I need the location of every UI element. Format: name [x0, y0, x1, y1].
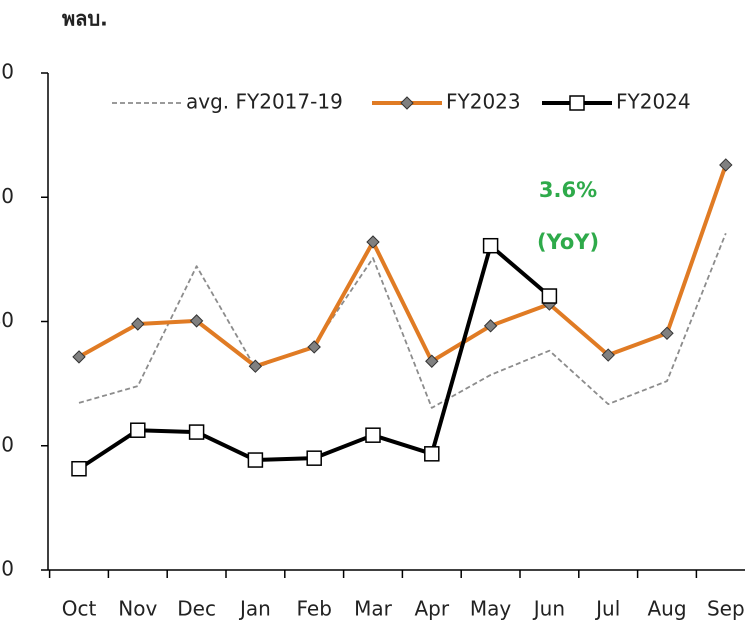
- x-tick-label: Mar: [354, 597, 393, 621]
- x-tick-label: Sep: [707, 597, 745, 621]
- annotation: (YoY): [537, 230, 599, 254]
- legend-label: avg. FY2017-19: [186, 90, 343, 114]
- legend-label: FY2024: [616, 90, 691, 114]
- y-tick-label: 80: [0, 60, 14, 84]
- marker: [307, 340, 321, 354]
- marker: [130, 422, 146, 438]
- marker: [306, 450, 322, 466]
- marker: [719, 158, 733, 172]
- marker: [72, 350, 86, 364]
- x-tick-label: Dec: [177, 597, 216, 621]
- marker: [425, 354, 439, 368]
- series-line: [77, 243, 551, 471]
- marker: [247, 452, 264, 468]
- marker: [248, 359, 263, 373]
- x-tick-label: Oct: [62, 597, 97, 621]
- x-tick-label: Aug: [647, 597, 686, 621]
- x-tick-label: Jul: [594, 597, 620, 621]
- y-tick-label: 40: [0, 308, 14, 332]
- x-tick-label: Feb: [296, 597, 331, 621]
- marker: [71, 460, 87, 477]
- x-tick-label: May: [470, 597, 512, 621]
- series-line: [78, 164, 728, 369]
- x-tick-label: Nov: [118, 597, 157, 621]
- x-tick-label: Jan: [238, 597, 271, 621]
- series-line: [78, 232, 727, 409]
- x-tick-label: Jun: [532, 597, 565, 621]
- annotation: 3.6%: [539, 178, 597, 202]
- marker: [541, 288, 558, 304]
- legend-marker: [400, 96, 414, 110]
- marker: [601, 348, 615, 362]
- marker: [482, 237, 499, 254]
- legend-marker: [569, 95, 585, 111]
- marker: [365, 427, 381, 443]
- marker: [188, 424, 205, 440]
- y-tick-label: 0: [1, 557, 14, 581]
- marker: [131, 317, 145, 331]
- legend-label: FY2023: [446, 90, 521, 114]
- marker: [483, 319, 498, 333]
- y-tick-label: 20: [0, 432, 14, 456]
- unit-label: พลบ.: [62, 7, 108, 31]
- marker: [189, 314, 204, 328]
- marker: [366, 235, 380, 249]
- y-tick-label: 60: [0, 184, 14, 208]
- x-tick-label: Apr: [414, 597, 449, 621]
- marker: [424, 446, 440, 462]
- marker: [660, 326, 674, 341]
